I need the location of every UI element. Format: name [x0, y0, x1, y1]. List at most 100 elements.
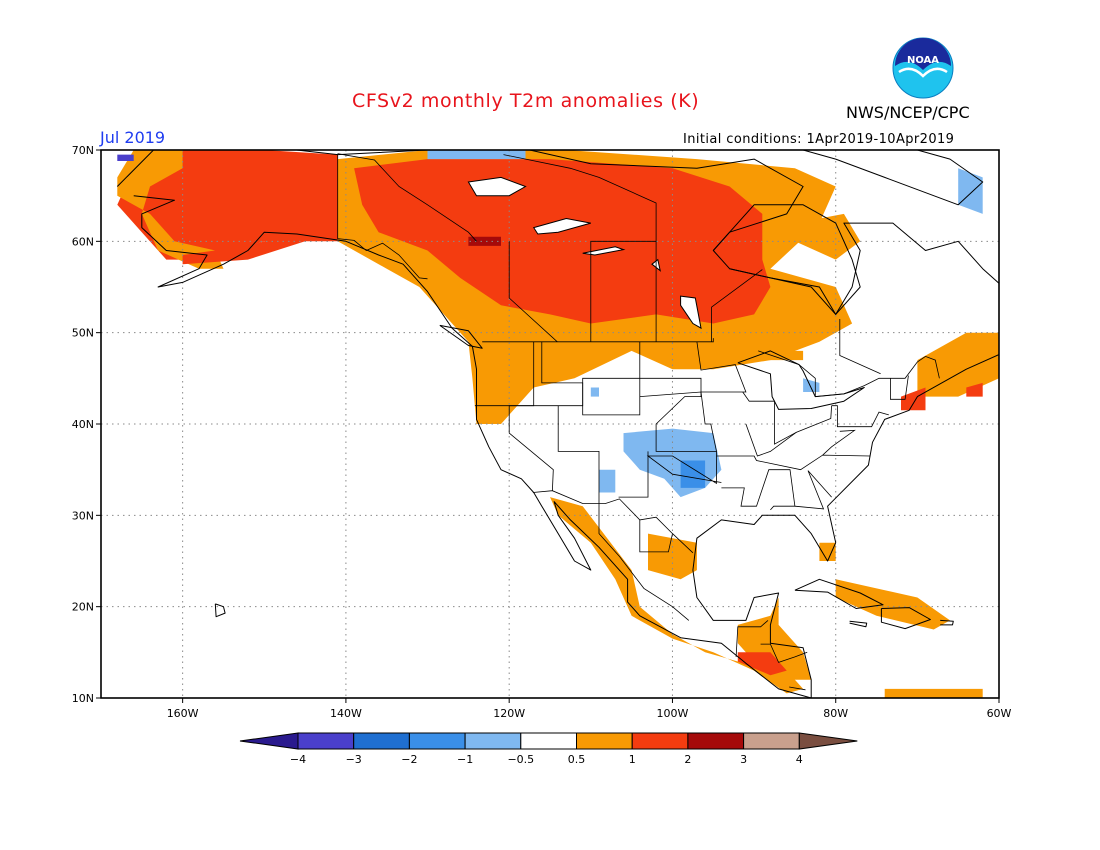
political-border [735, 620, 769, 657]
anomaly-region [648, 533, 697, 580]
political-border [557, 405, 600, 504]
legend-label: 0.5 [568, 753, 586, 766]
anomaly-region [680, 460, 706, 488]
coastline [712, 204, 861, 315]
legend-label: −1 [457, 753, 473, 766]
legend-label: −4 [290, 753, 306, 766]
political-border [831, 405, 889, 428]
legend-box [687, 732, 745, 750]
latitude-tick-label: 40N [72, 418, 94, 431]
anomaly-region [884, 688, 983, 698]
legend-box [297, 732, 355, 750]
legend-label: −3 [346, 753, 362, 766]
political-border [508, 341, 554, 491]
political-border [822, 429, 856, 456]
legend-label: 2 [684, 753, 691, 766]
political-border [590, 240, 657, 342]
legend-box [631, 732, 689, 750]
legend-box [408, 732, 466, 750]
coastline [940, 619, 954, 626]
legend-box [520, 732, 577, 750]
longitude-tick-label: 160W [167, 707, 199, 720]
lake-outline [532, 217, 591, 235]
legend-label: 3 [740, 753, 747, 766]
political-border [337, 153, 428, 280]
legend-label: 1 [629, 753, 636, 766]
anomaly-region [354, 159, 771, 324]
political-border [742, 391, 832, 445]
longitude-tick-label: 140W [330, 707, 362, 720]
anomaly-region [468, 236, 501, 246]
coastline [116, 150, 999, 698]
latitude-tick-label: 60N [72, 235, 94, 248]
anomaly-region [117, 154, 134, 161]
initial-conditions-label: Initial conditions: 1Apr2019-10Apr2019 [683, 132, 955, 147]
political-border [890, 375, 909, 400]
latitude-tick-label: 20N [72, 601, 94, 614]
political-border [337, 153, 477, 242]
anomaly-region [917, 332, 999, 397]
logo-text: NOAA [907, 55, 939, 66]
legend-boxes [239, 732, 858, 750]
political-border [758, 350, 940, 398]
anomaly-region [117, 150, 224, 269]
legend-labels: −4 −3 −2 −1 −0.5 0.5 1 2 3 4 [290, 753, 803, 766]
political-border [508, 241, 558, 343]
anomaly-region [835, 579, 950, 630]
lake-outline [467, 176, 527, 197]
anomaly-region [117, 150, 338, 260]
latitude-tick-label: 70N [72, 144, 94, 157]
political-border [532, 490, 694, 554]
coastline [214, 603, 226, 618]
anomaly-region [427, 150, 526, 160]
forecast-month: Jul 2019 [100, 128, 166, 147]
political-border [716, 454, 871, 471]
anomaly-region [819, 542, 836, 561]
anomaly-region [182, 232, 306, 265]
anomaly-fill-layer [117, 150, 999, 698]
political-border [745, 423, 797, 457]
anomaly-region [762, 350, 804, 361]
legend-box [576, 732, 633, 750]
coastline [1004, 318, 1060, 362]
noaa-logo: NOAA [892, 37, 954, 99]
longitude-tick-label: 120W [493, 707, 525, 720]
longitude-ticks: 160W 140W 120W 100W 80W 60W [167, 698, 1012, 720]
longitude-tick-label: 80W [823, 707, 848, 720]
legend-box [353, 732, 410, 750]
latitude-tick-label: 50N [72, 327, 94, 340]
coastline [794, 578, 884, 609]
coastline [754, 150, 984, 206]
political-border [482, 338, 714, 343]
political-border [696, 341, 747, 393]
coastline [849, 620, 868, 628]
anomaly-region [966, 382, 983, 397]
political-border [839, 319, 881, 375]
political-border [789, 686, 806, 691]
legend-box [743, 732, 800, 750]
coastline [439, 324, 483, 349]
anomaly-region [794, 213, 861, 260]
political-border [711, 269, 763, 342]
political-border [721, 469, 796, 511]
borders-layer [337, 153, 940, 691]
legend-arrow-high [798, 732, 858, 750]
latitude-ticks: 70N 60N 50N 40N 30N 20N 10N [72, 144, 101, 705]
legend-arrow-low [239, 732, 299, 750]
anomaly-region [550, 497, 804, 694]
political-border [639, 519, 673, 553]
latitude-tick-label: 30N [72, 509, 94, 522]
coastline [880, 607, 931, 630]
anomaly-region [958, 168, 983, 214]
latitude-tick-label: 10N [72, 692, 94, 705]
longitude-tick-label: 60W [987, 707, 1012, 720]
political-border [794, 470, 832, 510]
political-border [639, 391, 717, 452]
political-border [541, 341, 641, 416]
political-border [618, 451, 649, 498]
lakes-layer [467, 176, 702, 330]
anomaly-region [737, 652, 787, 676]
agency-label: NWS/NCEP/CPC [846, 103, 970, 122]
